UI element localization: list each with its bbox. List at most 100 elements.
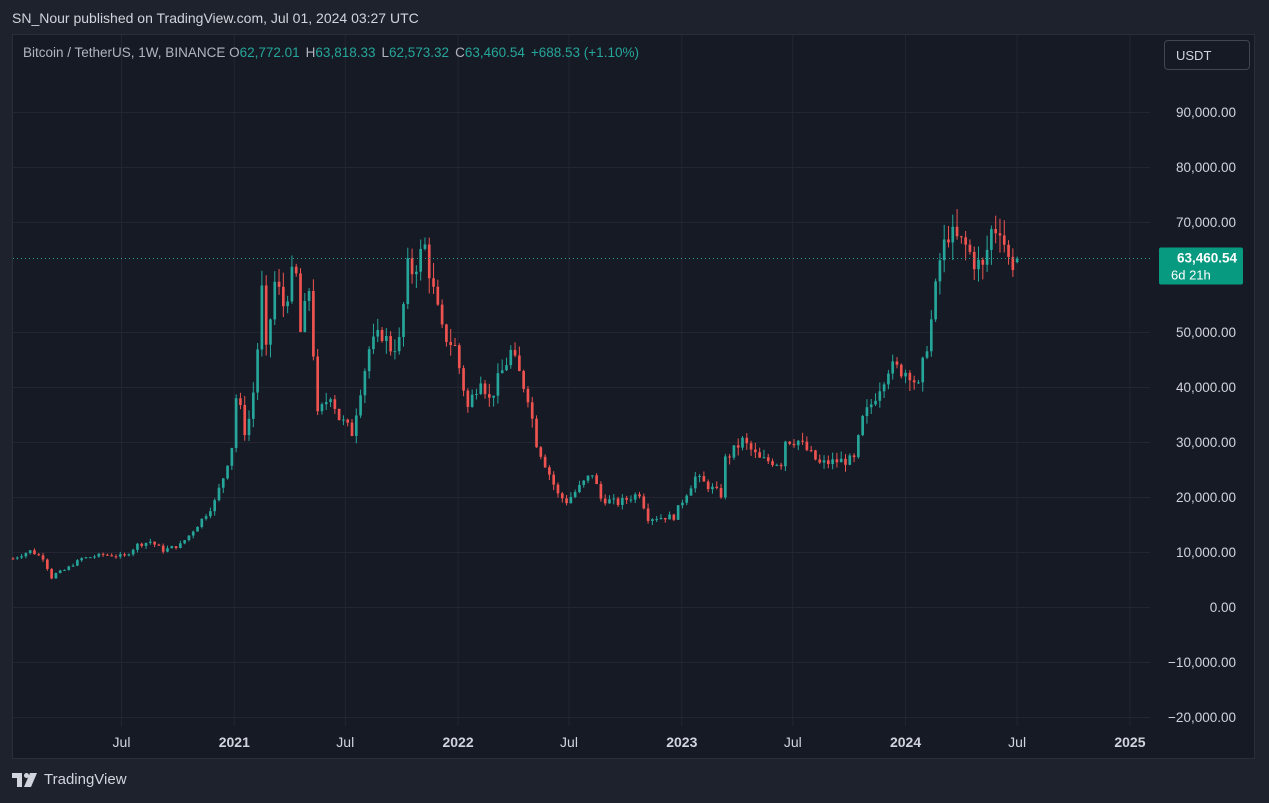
candle-body <box>419 248 422 272</box>
tradingview-brand[interactable]: TradingView <box>12 771 127 788</box>
candle-body <box>24 553 28 557</box>
candle-up <box>58 569 62 574</box>
candle-body <box>333 399 337 409</box>
candle-up <box>303 293 307 333</box>
candle-down <box>526 386 530 408</box>
candle-body <box>869 404 873 408</box>
change-value: +688.53 (+1.10%) <box>530 45 639 60</box>
candle-body <box>41 555 45 560</box>
candle-body <box>663 517 667 520</box>
candle-body <box>706 481 710 490</box>
candle-up <box>586 475 590 484</box>
candle-body <box>15 557 19 559</box>
candle-up <box>376 318 380 343</box>
candle-up <box>496 363 500 404</box>
candle-body <box>127 554 131 556</box>
candle-body <box>354 415 358 436</box>
candle-up <box>290 255 294 304</box>
candle-body <box>595 475 598 485</box>
candle-up <box>891 354 895 380</box>
candle-body <box>625 497 628 500</box>
candle-up <box>904 369 907 384</box>
last-price-label: 63,460.54 <box>1177 250 1238 265</box>
candle-up <box>209 507 212 519</box>
candle-body <box>63 569 66 571</box>
candle-body <box>187 535 191 541</box>
candle-body <box>612 498 616 500</box>
candle-up <box>67 565 71 571</box>
candle-body <box>479 383 483 394</box>
candle-body <box>496 373 500 396</box>
candle-down <box>277 269 281 295</box>
candle-body <box>131 549 135 555</box>
candle-body <box>436 286 440 305</box>
x-tick-label: 2025 <box>1114 734 1145 750</box>
candle-up <box>732 445 736 460</box>
candle-down <box>37 552 41 556</box>
symbol-title[interactable]: Bitcoin / TetherUS, 1W, BINANCE <box>23 45 226 60</box>
candle-body <box>118 554 122 557</box>
candle-body <box>839 458 843 463</box>
candle-body <box>337 408 341 421</box>
candle-up <box>681 499 684 509</box>
candle-down <box>174 546 178 550</box>
candle-body <box>912 380 916 383</box>
y-tick-label: 30,000.00 <box>1176 435 1236 450</box>
candle-down <box>998 218 1002 253</box>
candle-down <box>548 465 551 481</box>
candle-down <box>818 454 822 464</box>
candle-body <box>861 416 864 436</box>
candle-up <box>689 485 693 496</box>
candle-body <box>921 357 925 383</box>
candle-up <box>505 357 508 372</box>
candle-down <box>603 494 607 506</box>
candle-up <box>685 494 689 506</box>
candle-body <box>917 382 920 384</box>
chart-panel[interactable] <box>12 34 1255 759</box>
candle-down <box>625 495 628 504</box>
candle-body <box>818 459 822 463</box>
candle-up <box>342 415 345 426</box>
candle-body <box>779 464 783 467</box>
low-label: L <box>381 45 389 60</box>
candle-body <box>84 557 88 559</box>
candle-body <box>754 449 757 453</box>
candle-body <box>191 531 195 536</box>
close-value: 63,460.54 <box>464 45 525 60</box>
candle-up <box>63 569 66 571</box>
y-tick-label: 20,000.00 <box>1176 490 1236 505</box>
candle-body <box>462 368 465 391</box>
candle-body <box>578 484 581 493</box>
candle-down <box>445 323 448 347</box>
candle-up <box>655 515 659 523</box>
candle-up <box>200 518 204 529</box>
candle-body <box>711 486 714 490</box>
candle-down <box>45 558 49 571</box>
candle-body <box>994 228 998 234</box>
candle-body <box>239 398 242 406</box>
candle-body <box>535 418 538 448</box>
candle-up <box>260 270 264 357</box>
candle-up <box>929 310 933 357</box>
x-tick-label: Jul <box>560 734 578 750</box>
candle-up <box>54 572 58 579</box>
candle-down <box>522 369 525 393</box>
candle-body <box>831 459 834 465</box>
candle-body <box>157 544 161 546</box>
brand-name: TradingView <box>44 771 127 788</box>
candle-down <box>294 263 298 277</box>
candle-up <box>470 389 474 408</box>
candle-body <box>359 395 362 416</box>
currency-button[interactable]: USDT <box>1164 40 1250 70</box>
candle-body <box>805 441 809 451</box>
candle-body <box>11 558 15 560</box>
candle-down <box>771 458 774 467</box>
candle-body <box>312 290 315 357</box>
candle-down <box>483 380 487 399</box>
candle-body <box>676 505 680 520</box>
candle-body <box>556 484 560 494</box>
candle-up <box>848 453 852 466</box>
candle-body <box>629 499 633 501</box>
candle-body <box>603 498 607 504</box>
